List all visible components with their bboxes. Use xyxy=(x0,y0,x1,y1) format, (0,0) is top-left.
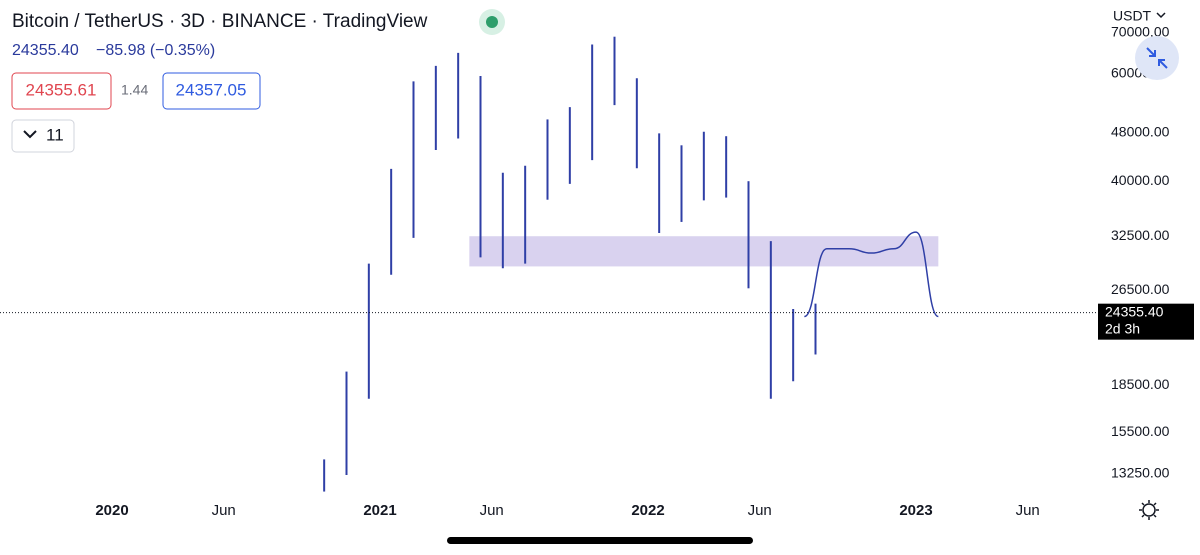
y-tick-label: 32500.00 xyxy=(1111,227,1170,243)
symbol-title: Bitcoin / TetherUS · 3D · BINANCE · Trad… xyxy=(12,11,428,32)
indicator-count: 11 xyxy=(46,125,64,144)
x-tick-label: Jun xyxy=(1016,502,1040,519)
x-tick-label: 2021 xyxy=(363,502,396,519)
y-tick-label: 48000.00 xyxy=(1111,124,1170,140)
x-tick-label: 2022 xyxy=(631,502,664,519)
x-tick-label: 2023 xyxy=(899,502,932,519)
last-price: 24355.40 xyxy=(12,42,79,59)
scale-icon xyxy=(1146,47,1168,69)
x-tick-label: Jun xyxy=(748,502,772,519)
x-tick-label: Jun xyxy=(480,502,504,519)
y-tick-label: 70000.00 xyxy=(1111,24,1170,40)
currency-chevron xyxy=(1156,12,1166,19)
ask-price: 24357.05 xyxy=(176,80,247,99)
spread: 1.44 xyxy=(121,82,148,98)
status-dot xyxy=(486,16,498,28)
settings-rays xyxy=(1139,500,1159,520)
chevron-icon xyxy=(23,130,37,139)
scale-button[interactable] xyxy=(1135,36,1179,80)
x-tick-label: Jun xyxy=(212,502,236,519)
x-tick-label: 2020 xyxy=(95,502,128,519)
currency-label[interactable]: USDT xyxy=(1113,8,1152,24)
settings-icon[interactable] xyxy=(1142,503,1156,517)
support-zone xyxy=(469,236,939,267)
y-tick-label: 26500.00 xyxy=(1111,281,1170,297)
plot: 70000.0060000.0048000.0040000.0032500.00… xyxy=(0,24,1194,519)
y-tick-label: 18500.00 xyxy=(1111,376,1170,392)
y-tick-label: 40000.00 xyxy=(1111,172,1170,188)
bid-price: 24355.61 xyxy=(26,80,97,99)
price-change: −85.98 (−0.35%) xyxy=(96,42,215,59)
ask-button[interactable] xyxy=(162,72,261,110)
home-indicator xyxy=(447,537,753,544)
y-tick-label: 13250.00 xyxy=(1111,465,1170,481)
indicators-toggle[interactable] xyxy=(11,119,75,153)
bid-button[interactable] xyxy=(11,72,112,110)
last-price-label: 24355.40 xyxy=(1105,303,1164,319)
y-tick-label: 15500.00 xyxy=(1111,423,1170,439)
countdown-label: 2d 3h xyxy=(1105,320,1140,336)
projection-line xyxy=(803,231,939,318)
last-price-box xyxy=(1098,303,1194,340)
